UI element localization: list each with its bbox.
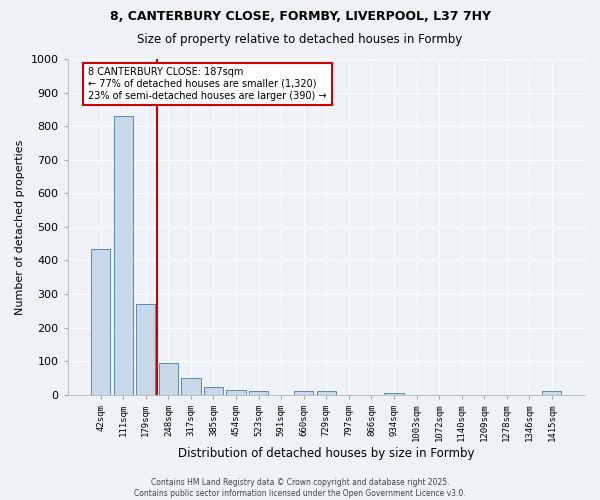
Bar: [204, 387, 223, 395]
Bar: [113, 116, 133, 395]
Bar: [226, 390, 245, 395]
Bar: [91, 248, 110, 395]
Y-axis label: Number of detached properties: Number of detached properties: [15, 139, 25, 314]
Bar: [294, 392, 313, 395]
Bar: [542, 392, 562, 395]
Bar: [249, 392, 268, 395]
Bar: [385, 393, 404, 395]
Text: 8, CANTERBURY CLOSE, FORMBY, LIVERPOOL, L37 7HY: 8, CANTERBURY CLOSE, FORMBY, LIVERPOOL, …: [110, 10, 491, 23]
Text: Contains HM Land Registry data © Crown copyright and database right 2025.
Contai: Contains HM Land Registry data © Crown c…: [134, 478, 466, 498]
Bar: [136, 304, 155, 395]
Bar: [159, 363, 178, 395]
Text: 8 CANTERBURY CLOSE: 187sqm
← 77% of detached houses are smaller (1,320)
23% of s: 8 CANTERBURY CLOSE: 187sqm ← 77% of deta…: [88, 68, 327, 100]
Bar: [181, 378, 200, 395]
X-axis label: Distribution of detached houses by size in Formby: Distribution of detached houses by size …: [178, 447, 475, 460]
Text: Size of property relative to detached houses in Formby: Size of property relative to detached ho…: [137, 32, 463, 46]
Bar: [317, 392, 336, 395]
